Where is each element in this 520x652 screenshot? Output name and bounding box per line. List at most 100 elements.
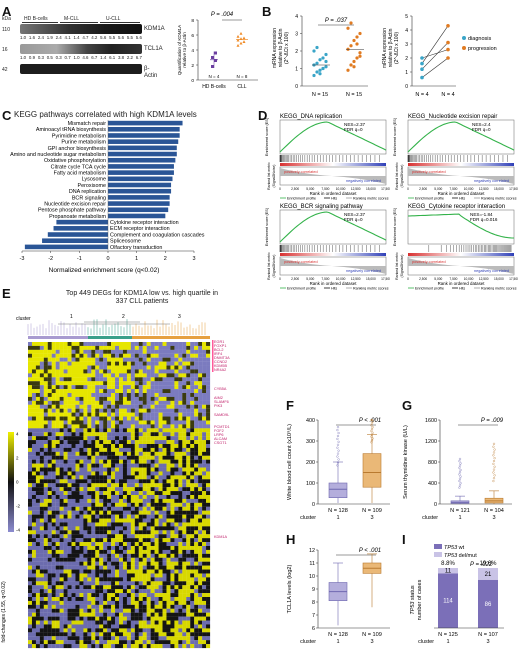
gsea-tick-3-4: 10,000 xyxy=(464,277,474,281)
kda-110: 110 xyxy=(2,27,10,33)
rank-metric-0 xyxy=(280,168,386,184)
b-prog-14 xyxy=(358,54,362,58)
kdm1a-quant-0: 1.0 xyxy=(20,35,27,40)
kegg-bar-13 xyxy=(108,201,170,206)
panel-e-heatmap: cluster 1 2 3 EGR1FOXP1BCL2IRF4DNMT3ACCN… xyxy=(1,314,230,649)
cluster-3: 3 xyxy=(178,314,181,320)
pair-line-1 xyxy=(421,57,449,78)
kdm1a-quant-7: 4.7 xyxy=(82,35,89,40)
panel-label-g: G xyxy=(402,398,413,413)
b-tick-3: 3 xyxy=(295,32,298,38)
b-diag-2 xyxy=(318,68,322,72)
kdm1a-quant-11: 5.6 xyxy=(117,35,125,40)
gsea-tick-3-1: 2,500 xyxy=(419,277,427,281)
group-ucll: U-CLL xyxy=(106,16,121,22)
b-diag-9 xyxy=(324,52,328,57)
gsea-title-1: KEGG_Nucleotide excision repair xyxy=(408,114,497,120)
panel-label-e: E xyxy=(2,286,11,301)
panel-e-title-1: Top 449 DEGs for KDM1A low vs. high quar… xyxy=(65,290,219,305)
kegg-label-4: GPI anchor biosynthesis xyxy=(48,146,107,152)
gsea-tick-2-1: 2,500 xyxy=(291,277,299,281)
ylabel: White blood cell count (x10⁹/L) xyxy=(286,424,293,500)
gene-AIM2: AIM2 xyxy=(214,396,223,400)
gsea-leg-c-0: Ranking metric scores xyxy=(353,197,389,201)
kegg-bar-19 xyxy=(42,238,108,244)
kegg-bar-11 xyxy=(108,188,172,194)
pair-prog-2 xyxy=(446,47,450,52)
n-1: N = 109 xyxy=(362,508,382,514)
panel-a-n2: N = 8 xyxy=(237,74,248,79)
legend-diagnosis: diagnosis xyxy=(468,36,491,42)
ytick-8: 8 xyxy=(312,600,315,606)
ytick-400: 400 xyxy=(428,481,437,487)
rank-metric-3 xyxy=(408,258,514,274)
kdm1a-quant-row: 1.0 1.6 2.4 1.9 2.4 4.1 1.4 4.7 4.2 5.6 5.5 5.6 5.5 5… xyxy=(20,35,142,41)
b-diag-0 xyxy=(312,73,316,78)
tcl1a-quant-10: 6.1 xyxy=(109,55,116,60)
scale-tick-2: 0 xyxy=(16,480,19,485)
kdm1a-band xyxy=(20,24,142,34)
gsea-nes-0: NES=2.37 xyxy=(344,122,366,127)
b-tick-4: 4 xyxy=(295,14,298,20)
gene-KDM5B: KDM5B xyxy=(214,364,228,368)
gsea-nes-3: NES=-1.84 xyxy=(470,212,493,217)
c-tick-3: 3 xyxy=(192,256,195,262)
pair-prog-1 xyxy=(446,56,450,60)
ytick-12: 12 xyxy=(309,548,315,554)
ytick-9: 9 xyxy=(312,587,315,593)
gene-IRF4: IRF4 xyxy=(214,352,222,356)
panel-b-diag-points xyxy=(312,45,330,78)
hd-point-3 xyxy=(214,51,217,55)
kegg-bar-4 xyxy=(108,145,177,151)
b-prog-12 xyxy=(352,65,356,69)
wt-bar-0 xyxy=(438,573,458,628)
c-tick--3: -3 xyxy=(20,256,25,262)
gene-SLAMF6: SLAMF6 xyxy=(214,400,229,404)
b2-tick-3: 3 xyxy=(405,42,408,48)
panel-b-ylabel-3: (2^-ΔCt x 100) xyxy=(284,32,290,64)
kegg-bar-17 xyxy=(53,226,108,231)
kegg-label-1: Aminoacyl tRNA biosynthesis xyxy=(36,127,106,133)
wt-count-1: 86 xyxy=(485,602,492,608)
tcl1a-quant-2: 0.3 xyxy=(37,55,44,60)
heatmap-cells xyxy=(28,342,211,649)
kdm1a-quant-1: 1.6 xyxy=(28,35,36,40)
pair-diag-3 xyxy=(420,61,424,66)
es-label-0: Enrichment score (ES) xyxy=(265,117,269,156)
pvalue: P < .001 xyxy=(359,418,381,424)
gsea-tick-3-3: 7,500 xyxy=(449,277,457,281)
gsea-tick-3-2: 5,000 xyxy=(434,277,442,281)
group-mcll: M-CLL xyxy=(64,16,80,22)
panel-a-n1: N = 4 xyxy=(209,74,220,79)
gsea-tick-2-6: 15,000 xyxy=(366,277,376,281)
gsea-tick-2-0: 0 xyxy=(279,277,281,281)
kegg-label-11: DNA replication xyxy=(69,189,106,195)
kegg-bar-8 xyxy=(108,170,174,175)
tcl1a-quant-11: 3.8 xyxy=(117,55,125,60)
group-hd: HD B-cells xyxy=(24,16,48,22)
gene-CCND2: CCND2 xyxy=(214,360,227,364)
gsea-tick-2-2: 5,000 xyxy=(306,277,314,281)
b-diag-13 xyxy=(321,66,325,71)
panel-e-title: Top 449 DEGs for KDM1A low vs. high quar… xyxy=(62,290,222,306)
b2-tick-2: 2 xyxy=(405,56,408,62)
b2-tick-1: 1 xyxy=(405,70,408,76)
gsea-plot-1: KEGG_Nucleotide excision repair NES=2.4FD… xyxy=(393,114,518,200)
kegg-bar-2 xyxy=(108,133,180,138)
panel-a-ylabel-1: Quantification of KDM1A xyxy=(177,24,182,75)
enrichment-curve-2 xyxy=(279,211,387,243)
pct-1: 19.6% xyxy=(479,561,497,567)
panel-b-n3: N = 4 xyxy=(415,92,428,98)
cluster-tick-0: 1 xyxy=(336,639,339,645)
panel-a-g1: HD B-cells xyxy=(202,84,226,90)
panel-a-p: P = .004 xyxy=(211,12,234,18)
pos-corr-2: positively correlated xyxy=(284,260,318,264)
tcl1a-quant-8: 6.7 xyxy=(91,55,98,60)
pos-corr-3: positively correlated xyxy=(412,260,446,264)
pair-diag-2 xyxy=(420,56,424,60)
rank-label-b-2: (Signal2Noise) xyxy=(272,255,276,278)
panel-c-title: KEGG pathways correlated with high KDM1A… xyxy=(14,110,197,119)
b-diag-14 xyxy=(324,59,328,64)
rank-label-b-1: (Signal2Noise) xyxy=(400,165,404,188)
